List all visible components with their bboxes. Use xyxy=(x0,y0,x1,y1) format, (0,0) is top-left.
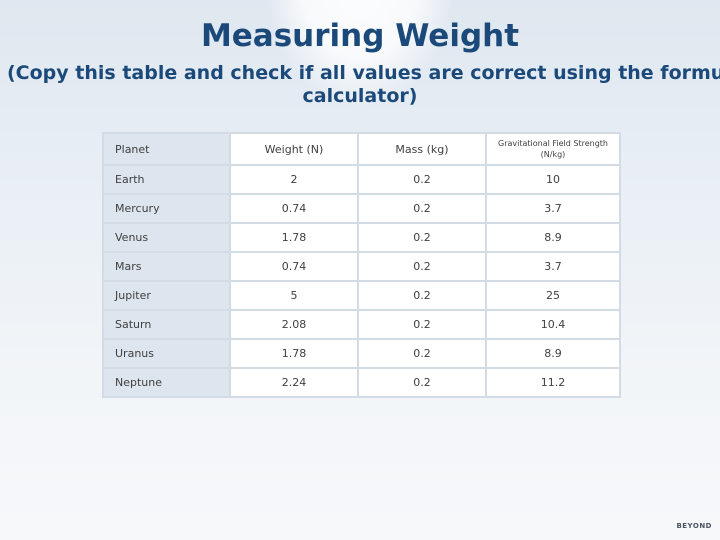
gfs-cell: 3.7 xyxy=(485,193,621,224)
header-planet: Planet xyxy=(102,132,231,166)
gfs-cell: 3.7 xyxy=(485,251,621,282)
subtitle-line-1: (Copy this table and check if all values… xyxy=(7,62,720,84)
table-row: Uranus 1.78 0.2 8.9 xyxy=(102,338,621,369)
beyond-logo: BEYOND xyxy=(676,522,712,530)
planet-weight-table: Planet Weight (N) Mass (kg) Gravitationa… xyxy=(102,132,621,398)
mass-cell: 0.2 xyxy=(357,251,487,282)
planet-cell: Uranus xyxy=(102,338,231,369)
table-row: Mars 0.74 0.2 3.7 xyxy=(102,251,621,282)
table-header-row: Planet Weight (N) Mass (kg) Gravitationa… xyxy=(102,132,621,166)
table-row: Earth 2 0.2 10 xyxy=(102,164,621,195)
planet-cell: Mercury xyxy=(102,193,231,224)
planet-cell: Neptune xyxy=(102,367,231,398)
planet-cell: Mars xyxy=(102,251,231,282)
gfs-cell: 25 xyxy=(485,280,621,311)
weight-cell: 0.74 xyxy=(229,193,359,224)
planet-cell: Saturn xyxy=(102,309,231,340)
weight-cell: 0.74 xyxy=(229,251,359,282)
slide-subtitle: (Copy this table and check if all values… xyxy=(0,60,720,114)
gfs-cell: 11.2 xyxy=(485,367,621,398)
mass-cell: 0.2 xyxy=(357,193,487,224)
slide-title: Measuring Weight xyxy=(200,18,520,54)
table-row: Neptune 2.24 0.2 11.2 xyxy=(102,367,621,398)
mass-cell: 0.2 xyxy=(357,164,487,195)
table-row: Venus 1.78 0.2 8.9 xyxy=(102,222,621,253)
planet-cell: Jupiter xyxy=(102,280,231,311)
header-weight: Weight (N) xyxy=(229,132,359,166)
weight-cell: 1.78 xyxy=(229,338,359,369)
table-row: Jupiter 5 0.2 25 xyxy=(102,280,621,311)
weight-cell: 1.78 xyxy=(229,222,359,253)
planet-cell: Venus xyxy=(102,222,231,253)
header-gravitational-field-strength: Gravitational Field Strength (N/kg) xyxy=(485,132,621,166)
gfs-cell: 8.9 xyxy=(485,222,621,253)
gfs-cell: 8.9 xyxy=(485,338,621,369)
table-row: Mercury 0.74 0.2 3.7 xyxy=(102,193,621,224)
weight-cell: 2 xyxy=(229,164,359,195)
mass-cell: 0.2 xyxy=(357,280,487,311)
mass-cell: 0.2 xyxy=(357,338,487,369)
weight-cell: 2.24 xyxy=(229,367,359,398)
mass-cell: 0.2 xyxy=(357,309,487,340)
subtitle-line-2: calculator) xyxy=(302,85,418,107)
weight-cell: 5 xyxy=(229,280,359,311)
header-mass: Mass (kg) xyxy=(357,132,487,166)
planet-cell: Earth xyxy=(102,164,231,195)
gfs-cell: 10 xyxy=(485,164,621,195)
table-row: Saturn 2.08 0.2 10.4 xyxy=(102,309,621,340)
mass-cell: 0.2 xyxy=(357,222,487,253)
weight-cell: 2.08 xyxy=(229,309,359,340)
mass-cell: 0.2 xyxy=(357,367,487,398)
gfs-cell: 10.4 xyxy=(485,309,621,340)
